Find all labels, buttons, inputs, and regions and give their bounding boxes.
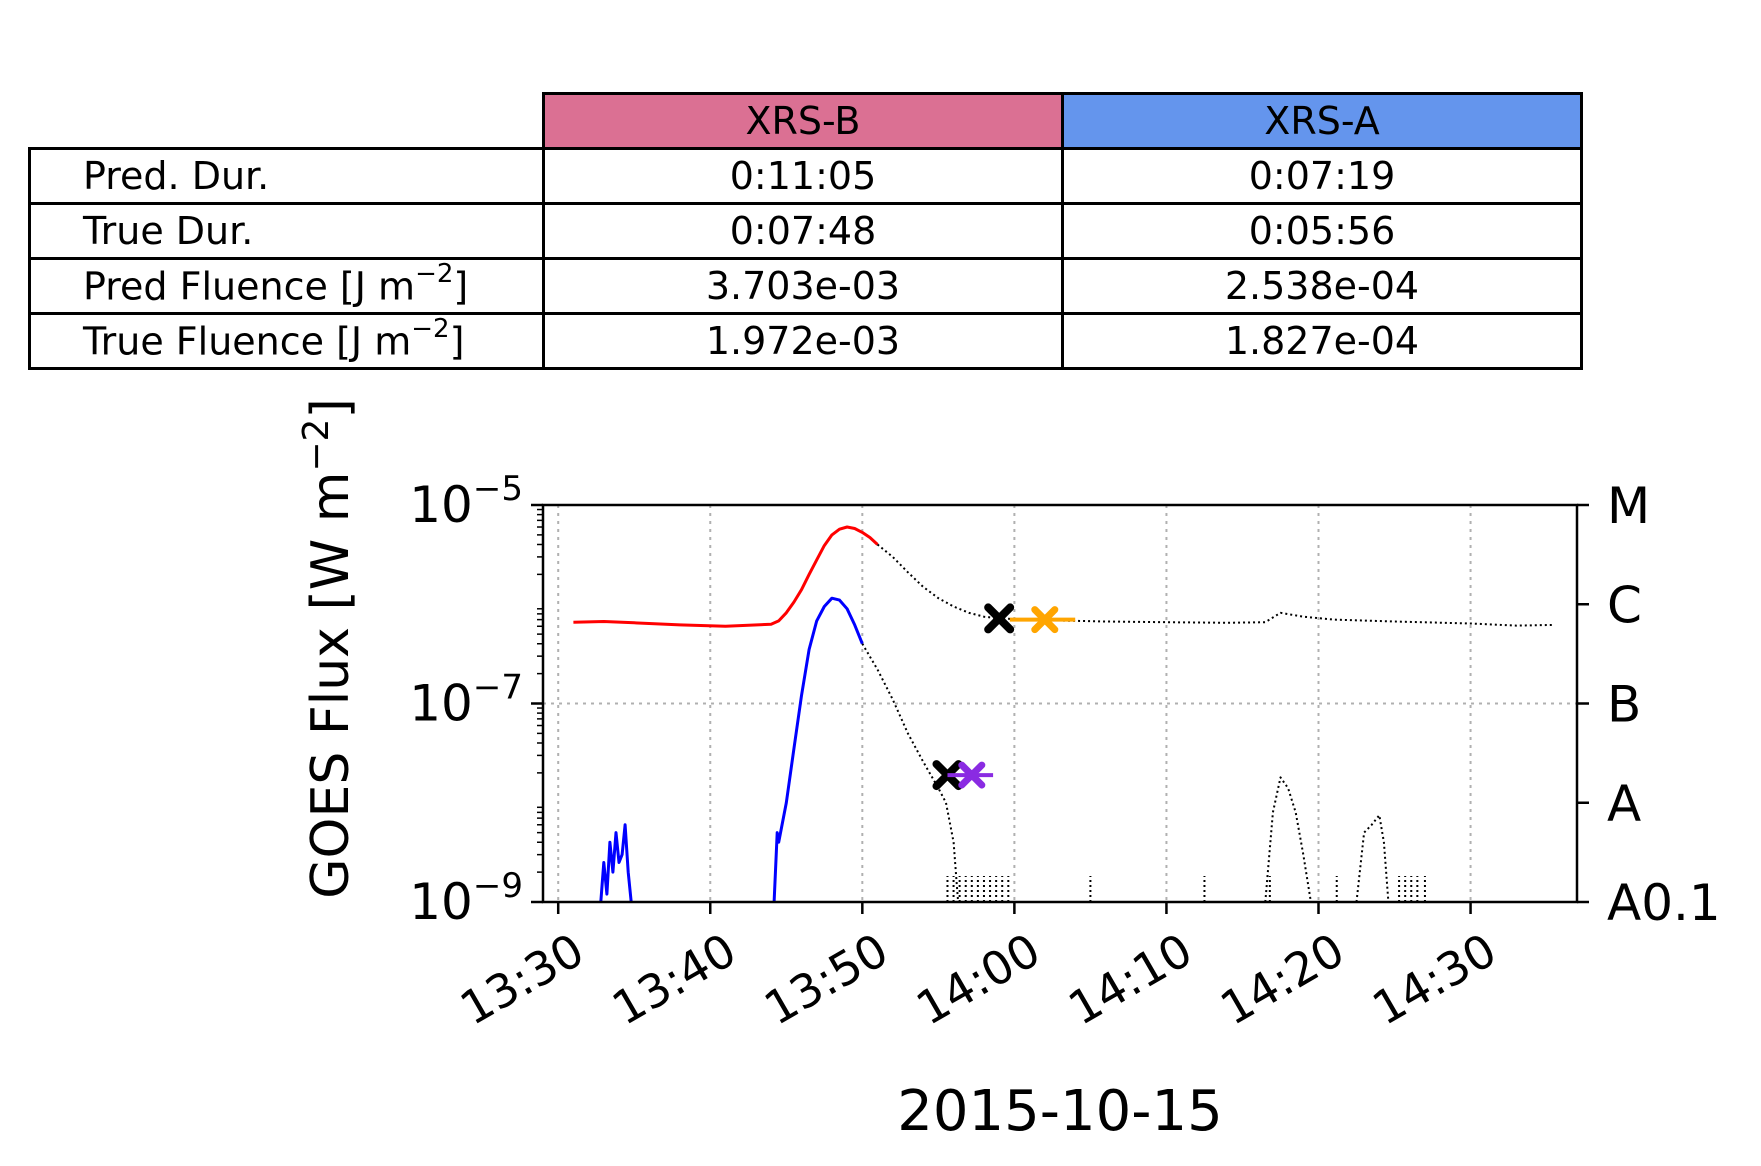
true-end-marker [932,760,963,791]
table-cell: 0:11:05 [542,147,1064,205]
y-axis-label: GOES Flux [W m−2] [296,398,361,899]
column-header-xrs-a: XRS-A [1061,92,1583,150]
observed-series-line [1355,814,1390,903]
right-tick-label: A0.1 [1607,874,1721,932]
x-tick-label: 14:10 [1059,923,1201,1036]
x-tick-label: 13:30 [451,923,593,1036]
row-label: True Dur. [28,202,545,260]
x-tick-label: 14:00 [907,923,1049,1036]
row-label: Pred. Dur. [28,147,545,205]
y-tick-label: 10−7 [409,668,523,733]
x-axis-label: 2015-10-15 [897,1079,1222,1144]
column-header-xrs-b: XRS-B [542,92,1064,150]
table-cell: 0:07:48 [542,202,1064,260]
y-tick-label: 10−5 [409,469,523,534]
right-tick-label: B [1607,676,1641,734]
fit-series-line [573,525,879,628]
table-cell: 0:07:19 [1061,147,1583,205]
x-tick-label: 14:30 [1363,923,1505,1036]
predicted-end-marker [958,761,986,789]
true-end-marker [984,603,1015,634]
row-label: Pred Fluence [J m−2] [28,257,545,315]
table-header-row: XRS-B XRS-A [30,92,1583,150]
y-tick-label: 10−9 [409,866,523,931]
table-cell: 1.972e-03 [542,312,1064,370]
right-tick-label: M [1607,477,1650,535]
plot-frame [541,503,1579,904]
x-tick-label: 13:40 [603,923,745,1036]
statistics-table-container: XRS-B XRS-A Pred. Dur. 0:11:05 0:07:19 True D… [28,92,1583,370]
statistics-table: XRS-B XRS-A Pred. Dur. 0:11:05 0:07:19 True D… [28,92,1583,370]
predicted-end-marker [1031,606,1059,634]
x-tick-label: 13:50 [755,923,897,1036]
table-cell: 1.827e-04 [1061,312,1583,370]
right-tick-label: C [1607,576,1642,634]
table-cell: 3.703e-03 [542,257,1064,315]
table-cell: 2.538e-04 [1061,257,1583,315]
table-row: Pred. Dur. 0:11:05 0:07:19 [28,147,1583,205]
observed-series-line [1264,776,1312,903]
table-cell: 0:05:56 [1061,202,1583,260]
table-row: True Dur. 0:07:48 0:05:56 [28,202,1583,260]
table-row: Pred Fluence [J m−2] 3.703e-03 2.538e-04 [28,257,1583,315]
fit-series-line [772,596,864,903]
row-label: True Fluence [J m−2] [28,312,545,370]
observed-series-line [876,543,1555,627]
table-row: True Fluence [J m−2] 1.972e-03 1.827e-04 [28,312,1583,370]
right-tick-label: A [1607,775,1641,833]
fit-series-line [599,823,633,903]
x-tick-label: 14:20 [1211,923,1353,1036]
observed-series-line [861,643,960,903]
